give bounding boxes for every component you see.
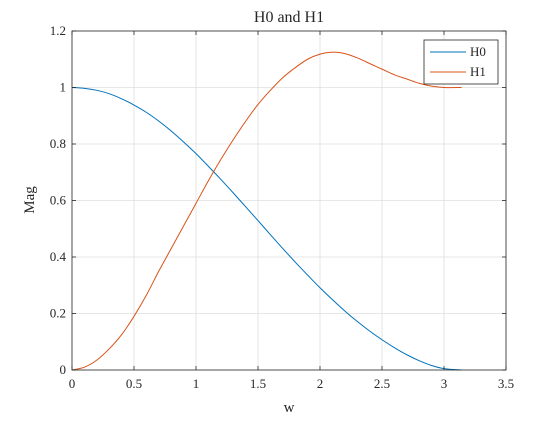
- chart-title: H0 and H1: [254, 9, 324, 26]
- legend-label-h1: H1: [470, 64, 486, 79]
- series-line-h1: [71, 51, 462, 371]
- legend: H0 H1: [423, 39, 499, 85]
- x-tick-label: 2: [317, 376, 324, 391]
- x-axis-label: w: [284, 400, 295, 416]
- y-tick-label: 0: [60, 362, 67, 377]
- y-axis-label: Mag: [22, 186, 38, 214]
- y-tick-label: 1: [60, 80, 67, 95]
- ticks: 0 0.5 1 1.5 2 2.5 3 3.5 0 0.2 0.4 0.6 0.8 1 1.2: [50, 23, 514, 391]
- x-tick-label: 3.5: [498, 376, 514, 391]
- x-tick-label: 1.5: [250, 376, 266, 391]
- y-tick-label: 0.2: [50, 306, 66, 321]
- x-tick-label: 1: [193, 376, 200, 391]
- legend-label-h0: H0: [470, 44, 486, 59]
- legend-box: [423, 39, 499, 85]
- series-line-h0: [71, 87, 462, 371]
- x-tick-label: 0.5: [126, 376, 142, 391]
- y-tick-label: 1.2: [50, 23, 66, 38]
- y-tick-label: 0.6: [50, 193, 67, 208]
- x-tick-label: 2.5: [374, 376, 390, 391]
- x-tick-label: 3: [441, 376, 448, 391]
- y-tick-label: 0.8: [50, 136, 66, 151]
- series-group: [71, 51, 462, 371]
- y-tick-label: 0.4: [50, 249, 67, 264]
- x-tick-label: 0: [69, 376, 76, 391]
